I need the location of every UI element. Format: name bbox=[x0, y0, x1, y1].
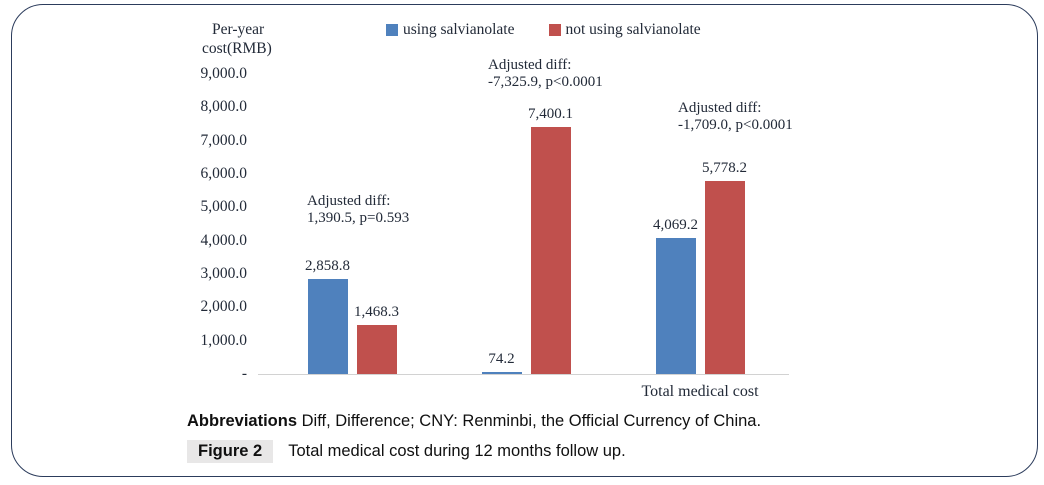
legend-swatch-red-icon bbox=[548, 24, 561, 36]
annotation-group-1: Adjusted diff: 1,390.5, p=0.593 bbox=[307, 193, 409, 226]
y-tick-label: - bbox=[241, 365, 247, 382]
bar-value-label: 1,468.3 bbox=[354, 304, 399, 320]
legend-item-not-using-salvianolate: not using salvianolate bbox=[548, 21, 701, 39]
bar-value-label: 4,069.2 bbox=[653, 217, 698, 233]
y-tick-label: 6,000.0 bbox=[200, 165, 248, 182]
annotation-group-2-line1: Adjusted diff: bbox=[488, 57, 572, 73]
plot-area: Adjusted diff: 1,390.5, p=0.593 Adjusted… bbox=[258, 57, 793, 400]
annotation-group-2-line2: -7,325.9, p<0.0001 bbox=[488, 73, 603, 90]
bar-not-using-salvianolate-group-2 bbox=[530, 127, 571, 374]
figure-border bbox=[11, 4, 1038, 477]
legend-swatch-blue-icon bbox=[386, 24, 398, 36]
y-tick-label: 7,000.0 bbox=[200, 131, 248, 149]
bar-using-salvianolate-group-2 bbox=[481, 372, 522, 374]
y-tick-label: 4,000.0 bbox=[200, 231, 248, 249]
abbreviations-bold: Abbreviations bbox=[187, 412, 298, 430]
y-tick-label: 8,000.0 bbox=[200, 98, 248, 116]
bar-value-label: 74.2 bbox=[488, 351, 515, 367]
annotation-group-3: Adjusted diff: -1,709.0, p<0.0001 bbox=[678, 100, 793, 133]
annotation-group-1-line2: 1,390.5, p=0.593 bbox=[307, 209, 410, 226]
legend-label-not-using-salvianolate: not using salvianolate bbox=[565, 21, 701, 38]
figure-caption-text: Total medical cost during 12 months foll… bbox=[288, 442, 626, 460]
bar-using-salvianolate-group-1 bbox=[307, 279, 348, 374]
legend: using salvianolate not using salvianolat… bbox=[386, 21, 701, 39]
bar-not-using-salvianolate-group-3 bbox=[704, 181, 745, 374]
bar-not-using-salvianolate-group-1 bbox=[356, 325, 397, 374]
bar-value-label: 7,400.1 bbox=[528, 106, 573, 122]
figure-caption-line: Figure 2 Total medical cost during 12 mo… bbox=[187, 440, 761, 463]
y-tick-label: 5,000.0 bbox=[200, 198, 248, 216]
abbreviations-text: Diff, Difference; CNY: Renminbi, the Off… bbox=[297, 412, 762, 430]
annotation-group-1-line1: Adjusted diff: bbox=[307, 193, 391, 209]
y-axis-title-line2: cost(RMB) bbox=[202, 40, 272, 57]
bar-value-label: 2,858.8 bbox=[305, 258, 350, 274]
y-tick-label: 9,000.0 bbox=[200, 65, 248, 82]
y-tick-label: 3,000.0 bbox=[200, 265, 248, 282]
annotation-group-3-line1: Adjusted diff: bbox=[678, 100, 762, 116]
y-axis-title-line1: Per-year bbox=[212, 21, 265, 38]
figure-label: Figure 2 bbox=[187, 440, 274, 463]
y-axis-title: Per-year cost(RMB) bbox=[202, 20, 272, 58]
legend-item-using-salvianolate: using salvianolate bbox=[386, 21, 515, 39]
abbreviations-line: Abbreviations Diff, Difference; CNY: Ren… bbox=[187, 412, 761, 431]
annotation-group-2: Adjusted diff: -7,325.9, p<0.0001 bbox=[488, 57, 603, 90]
bar-using-salvianolate-group-3 bbox=[655, 238, 696, 374]
y-tick-label: 2,000.0 bbox=[200, 298, 248, 316]
legend-label-using-salvianolate: using salvianolate bbox=[403, 21, 515, 38]
y-tick-label: 1,000.0 bbox=[200, 331, 248, 349]
annotation-group-3-line2: -1,709.0, p<0.0001 bbox=[678, 116, 793, 133]
bar-value-label: 5,778.2 bbox=[702, 160, 747, 176]
caption: Abbreviations Diff, Difference; CNY: Ren… bbox=[187, 412, 761, 463]
x-category-label-total-medical-cost: Total medical cost bbox=[641, 383, 759, 400]
